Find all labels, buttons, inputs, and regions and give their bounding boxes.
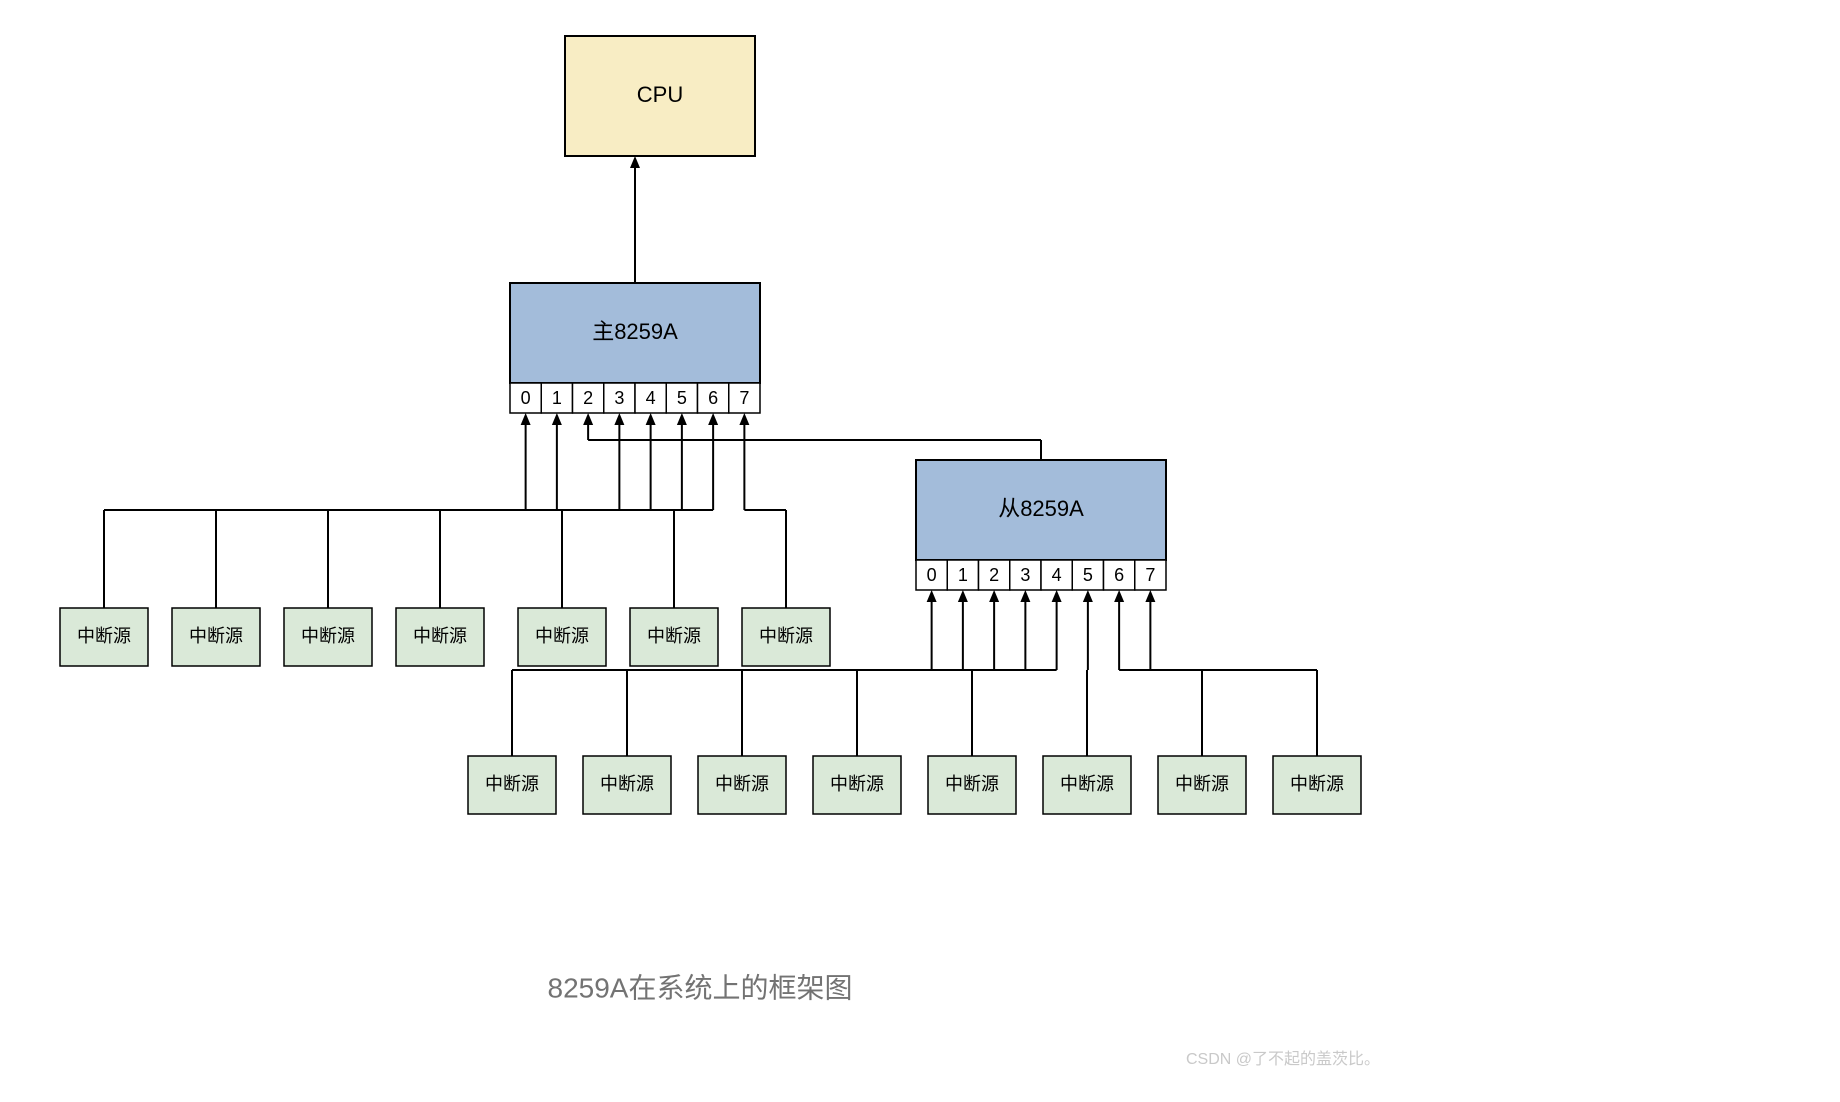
slave-int-source-label-1: 中断源 [600, 774, 654, 794]
arrow-head-icon [1145, 590, 1155, 602]
arrow-head-icon [646, 413, 656, 425]
master-int-source-label-1: 中断源 [189, 626, 243, 646]
pic-master-port-label-3: 3 [614, 388, 624, 408]
master-int-source-label-5: 中断源 [647, 626, 701, 646]
pic-slave-port-label-2: 2 [989, 565, 999, 585]
slave-int-source-label-4: 中断源 [945, 774, 999, 794]
diagram-canvas: CPU主8259A01234567从8259A01234567中断源中断源中断源… [0, 0, 1840, 1102]
pic-slave-port-label-1: 1 [958, 565, 968, 585]
pic-slave-label: 从8259A [998, 496, 1084, 521]
arrow-head-icon [677, 413, 687, 425]
arrow-head-icon [1083, 590, 1093, 602]
pic-master-port-label-6: 6 [708, 388, 718, 408]
arrow-head-icon [739, 413, 749, 425]
slave-int-source-label-3: 中断源 [830, 774, 884, 794]
pic-slave-port-label-0: 0 [927, 565, 937, 585]
arrow-head-icon [927, 590, 937, 602]
pic-slave-port-label-7: 7 [1145, 565, 1155, 585]
pic-master-port-label-1: 1 [552, 388, 562, 408]
pic-slave-port-label-3: 3 [1020, 565, 1030, 585]
pic-slave-port-label-4: 4 [1052, 565, 1062, 585]
cpu-label: CPU [637, 82, 683, 107]
arrow-head-icon [552, 413, 562, 425]
slave-int-source-label-6: 中断源 [1175, 774, 1229, 794]
master-int-source-label-6: 中断源 [759, 626, 813, 646]
pic-master-port-label-0: 0 [521, 388, 531, 408]
arrow-head-icon [614, 413, 624, 425]
master-int-source-label-0: 中断源 [77, 626, 131, 646]
arrow-head-icon [583, 413, 593, 425]
pic-master-port-label-7: 7 [739, 388, 749, 408]
pic-master-label: 主8259A [592, 319, 678, 344]
slave-int-source-label-5: 中断源 [1060, 774, 1114, 794]
master-int-source-label-2: 中断源 [301, 626, 355, 646]
watermark-text: CSDN @了不起的盖茨比。 [1186, 1050, 1380, 1068]
arrow-head-icon [958, 590, 968, 602]
slave-int-source-label-2: 中断源 [715, 774, 769, 794]
arrow-head-icon [521, 413, 531, 425]
arrow-head-icon [1020, 590, 1030, 602]
arrow-head-icon [708, 413, 718, 425]
pic-slave-port-label-6: 6 [1114, 565, 1124, 585]
slave-int-source-label-7: 中断源 [1290, 774, 1344, 794]
diagram-caption: 8259A在系统上的框架图 [548, 972, 853, 1003]
pic-slave-port-label-5: 5 [1083, 565, 1093, 585]
arrow-head-icon [630, 156, 640, 168]
master-int-source-label-4: 中断源 [535, 626, 589, 646]
master-int-source-label-3: 中断源 [413, 626, 467, 646]
arrow-head-icon [1114, 590, 1124, 602]
pic-master-port-label-4: 4 [646, 388, 656, 408]
slave-int-source-label-0: 中断源 [485, 774, 539, 794]
pic-master-port-label-5: 5 [677, 388, 687, 408]
pic-master-port-label-2: 2 [583, 388, 593, 408]
arrow-head-icon [989, 590, 999, 602]
arrow-head-icon [1052, 590, 1062, 602]
